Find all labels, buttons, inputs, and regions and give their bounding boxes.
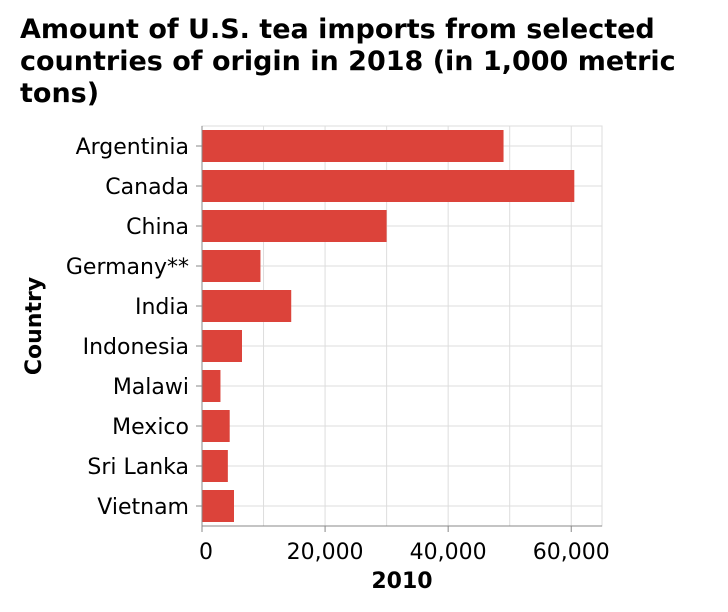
- bar-indonesia: [202, 330, 242, 362]
- bar-canada: [202, 170, 575, 202]
- x-tick-label: 20,000: [287, 540, 364, 565]
- y-tick-label: Argentinia: [76, 135, 189, 160]
- bar-india: [202, 290, 292, 322]
- bar-malawi: [202, 370, 221, 402]
- y-tick-label: Mexico: [112, 415, 189, 440]
- bar-vietnam: [202, 490, 234, 522]
- y-tick-label: Malawi: [113, 375, 189, 400]
- y-tick-label: Vietnam: [97, 495, 189, 520]
- bar-germany-: [202, 250, 261, 282]
- axes: Argentinia Canada China Germany** India Indon…: [66, 126, 610, 565]
- bar-sri-lanka: [202, 450, 228, 482]
- y-axis-title: Country: [22, 277, 47, 375]
- chart-title: Amount of U.S. tea imports from selected…: [20, 14, 676, 109]
- bar-china: [202, 210, 387, 242]
- x-tick-label: 0: [199, 540, 213, 565]
- x-tick-label: 40,000: [410, 540, 487, 565]
- x-axis-title: 2010: [371, 569, 432, 594]
- y-tick-label: China: [126, 215, 189, 240]
- bars: [202, 130, 575, 522]
- x-tick-label: 60,000: [533, 540, 610, 565]
- y-tick-label: Canada: [105, 175, 189, 200]
- y-tick-label: Indonesia: [83, 335, 189, 360]
- bar-argentinia: [202, 130, 504, 162]
- bar-mexico: [202, 410, 230, 442]
- y-tick-label: Germany**: [66, 255, 189, 280]
- y-tick-label: India: [135, 295, 189, 320]
- y-tick-label: Sri Lanka: [87, 455, 189, 480]
